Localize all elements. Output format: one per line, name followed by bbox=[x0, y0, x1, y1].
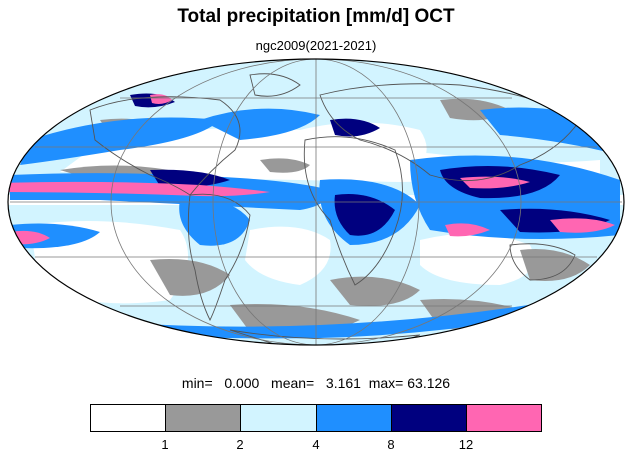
map-subtitle: ngc2009(2021-2021) bbox=[255, 38, 377, 53]
mean-value: 3.161 bbox=[325, 375, 361, 391]
mean-label: mean= bbox=[271, 375, 315, 391]
colorbar-tick-label: 1 bbox=[161, 437, 169, 452]
colorbar-box bbox=[241, 405, 317, 431]
colorbar-box bbox=[91, 405, 167, 431]
colorbar-tick-label: 2 bbox=[236, 437, 244, 452]
max-label: max= bbox=[368, 375, 404, 391]
globe-outline bbox=[7, 58, 625, 346]
colorbar-tick-label: 4 bbox=[312, 437, 320, 452]
precipitation-map bbox=[7, 58, 625, 346]
max-value: 63.126 bbox=[407, 375, 451, 391]
storm-track-southern-ocean bbox=[90, 300, 560, 339]
colorbar-tick-label: 8 bbox=[387, 437, 395, 452]
storm-track-north-pacific bbox=[20, 117, 220, 165]
colorbar-box bbox=[166, 405, 242, 431]
colorbar-box bbox=[466, 405, 542, 431]
coastlines bbox=[89, 73, 581, 345]
colorbar-box bbox=[316, 405, 392, 431]
storm-track-north-atlantic bbox=[200, 108, 320, 140]
colorbar bbox=[90, 404, 542, 432]
heavy-rain-africa bbox=[334, 194, 395, 236]
extreme-rain-itcz bbox=[8, 181, 270, 197]
min-label: min= bbox=[181, 375, 213, 391]
stats-line: min= 0.000 mean= 3.161 max= 63.126 bbox=[0, 375, 632, 391]
amazon-rain bbox=[179, 199, 250, 246]
map-title: Total precipitation [mm/d] OCT bbox=[177, 6, 455, 27]
colorbar-box bbox=[391, 405, 467, 431]
min-value: 0.000 bbox=[224, 375, 260, 391]
colorbar-tick-label: 12 bbox=[458, 437, 474, 452]
